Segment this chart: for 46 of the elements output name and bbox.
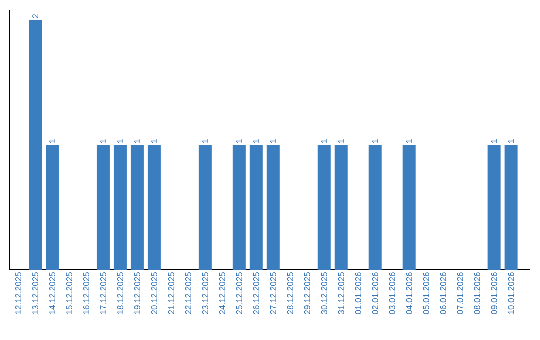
data-label: 1 xyxy=(491,139,498,144)
data-label: 1 xyxy=(152,139,158,144)
x-tick-label: 17.12.2025 xyxy=(100,272,106,314)
x-tick-label: 30.12.2025 xyxy=(321,272,328,314)
x-tick-label: 06.01.2026 xyxy=(440,272,446,314)
x-tick-label: 03.01.2026 xyxy=(389,272,396,314)
x-tick-label: 01.01.2026 xyxy=(355,272,362,314)
x-tick-label: 02.01.2026 xyxy=(372,272,378,314)
x-tick-label: 25.12.2025 xyxy=(236,272,242,314)
data-label: 1 xyxy=(134,139,140,144)
x-tick-label: 26.12.2025 xyxy=(253,272,260,314)
data-label: 1 xyxy=(118,139,124,144)
x-tick-label: 12.12.2025 xyxy=(15,272,22,314)
x-tick-label: 21.12.2025 xyxy=(168,272,174,314)
data-label: 1 xyxy=(321,139,328,144)
x-tick-label: 08.01.2026 xyxy=(474,272,480,314)
x-tick-label: 31.12.2025 xyxy=(338,272,344,314)
data-label: 1 xyxy=(338,139,344,144)
x-tick-label: 13.12.2025 xyxy=(32,272,38,314)
data-label: 1 xyxy=(100,139,106,144)
data-label: 1 xyxy=(50,139,56,144)
x-tick-label: 07.01.2026 xyxy=(457,272,464,314)
x-tick-label: 22.12.2025 xyxy=(185,272,192,314)
data-label: 1 xyxy=(253,139,260,144)
data-label: 1 xyxy=(202,139,208,144)
data-label: 1 xyxy=(270,139,276,144)
x-tick-label: 28.12.2025 xyxy=(287,272,294,314)
x-tick-label: 18.12.2025 xyxy=(117,272,124,314)
x-tick-label: 04.01.2026 xyxy=(406,272,412,314)
x-tick-label: 24.12.2025 xyxy=(219,272,226,314)
x-tick-label: 29.12.2025 xyxy=(304,272,310,314)
x-tick-label: 20.12.2025 xyxy=(151,272,158,314)
x-tick-label: 09.01.2026 xyxy=(491,272,498,314)
x-tick-label: 16.12.2025 xyxy=(83,272,90,314)
x-tick-label: 05.01.2026 xyxy=(423,272,430,314)
data-label: 1 xyxy=(508,139,514,144)
data-label: 1 xyxy=(372,139,378,144)
x-tick-label: 15.12.2025 xyxy=(66,272,72,314)
data-label: 1 xyxy=(406,139,412,144)
x-tick-label: 10.01.2026 xyxy=(508,272,514,314)
x-tick-label: 27.12.2025 xyxy=(270,272,276,314)
x-tick-label: 14.12.2025 xyxy=(49,272,56,314)
data-label: 2 xyxy=(32,14,38,18)
x-tick-label: 23.12.2025 xyxy=(202,272,208,314)
x-tick-label: 19.12.2025 xyxy=(134,272,140,314)
data-label: 1 xyxy=(236,139,242,144)
